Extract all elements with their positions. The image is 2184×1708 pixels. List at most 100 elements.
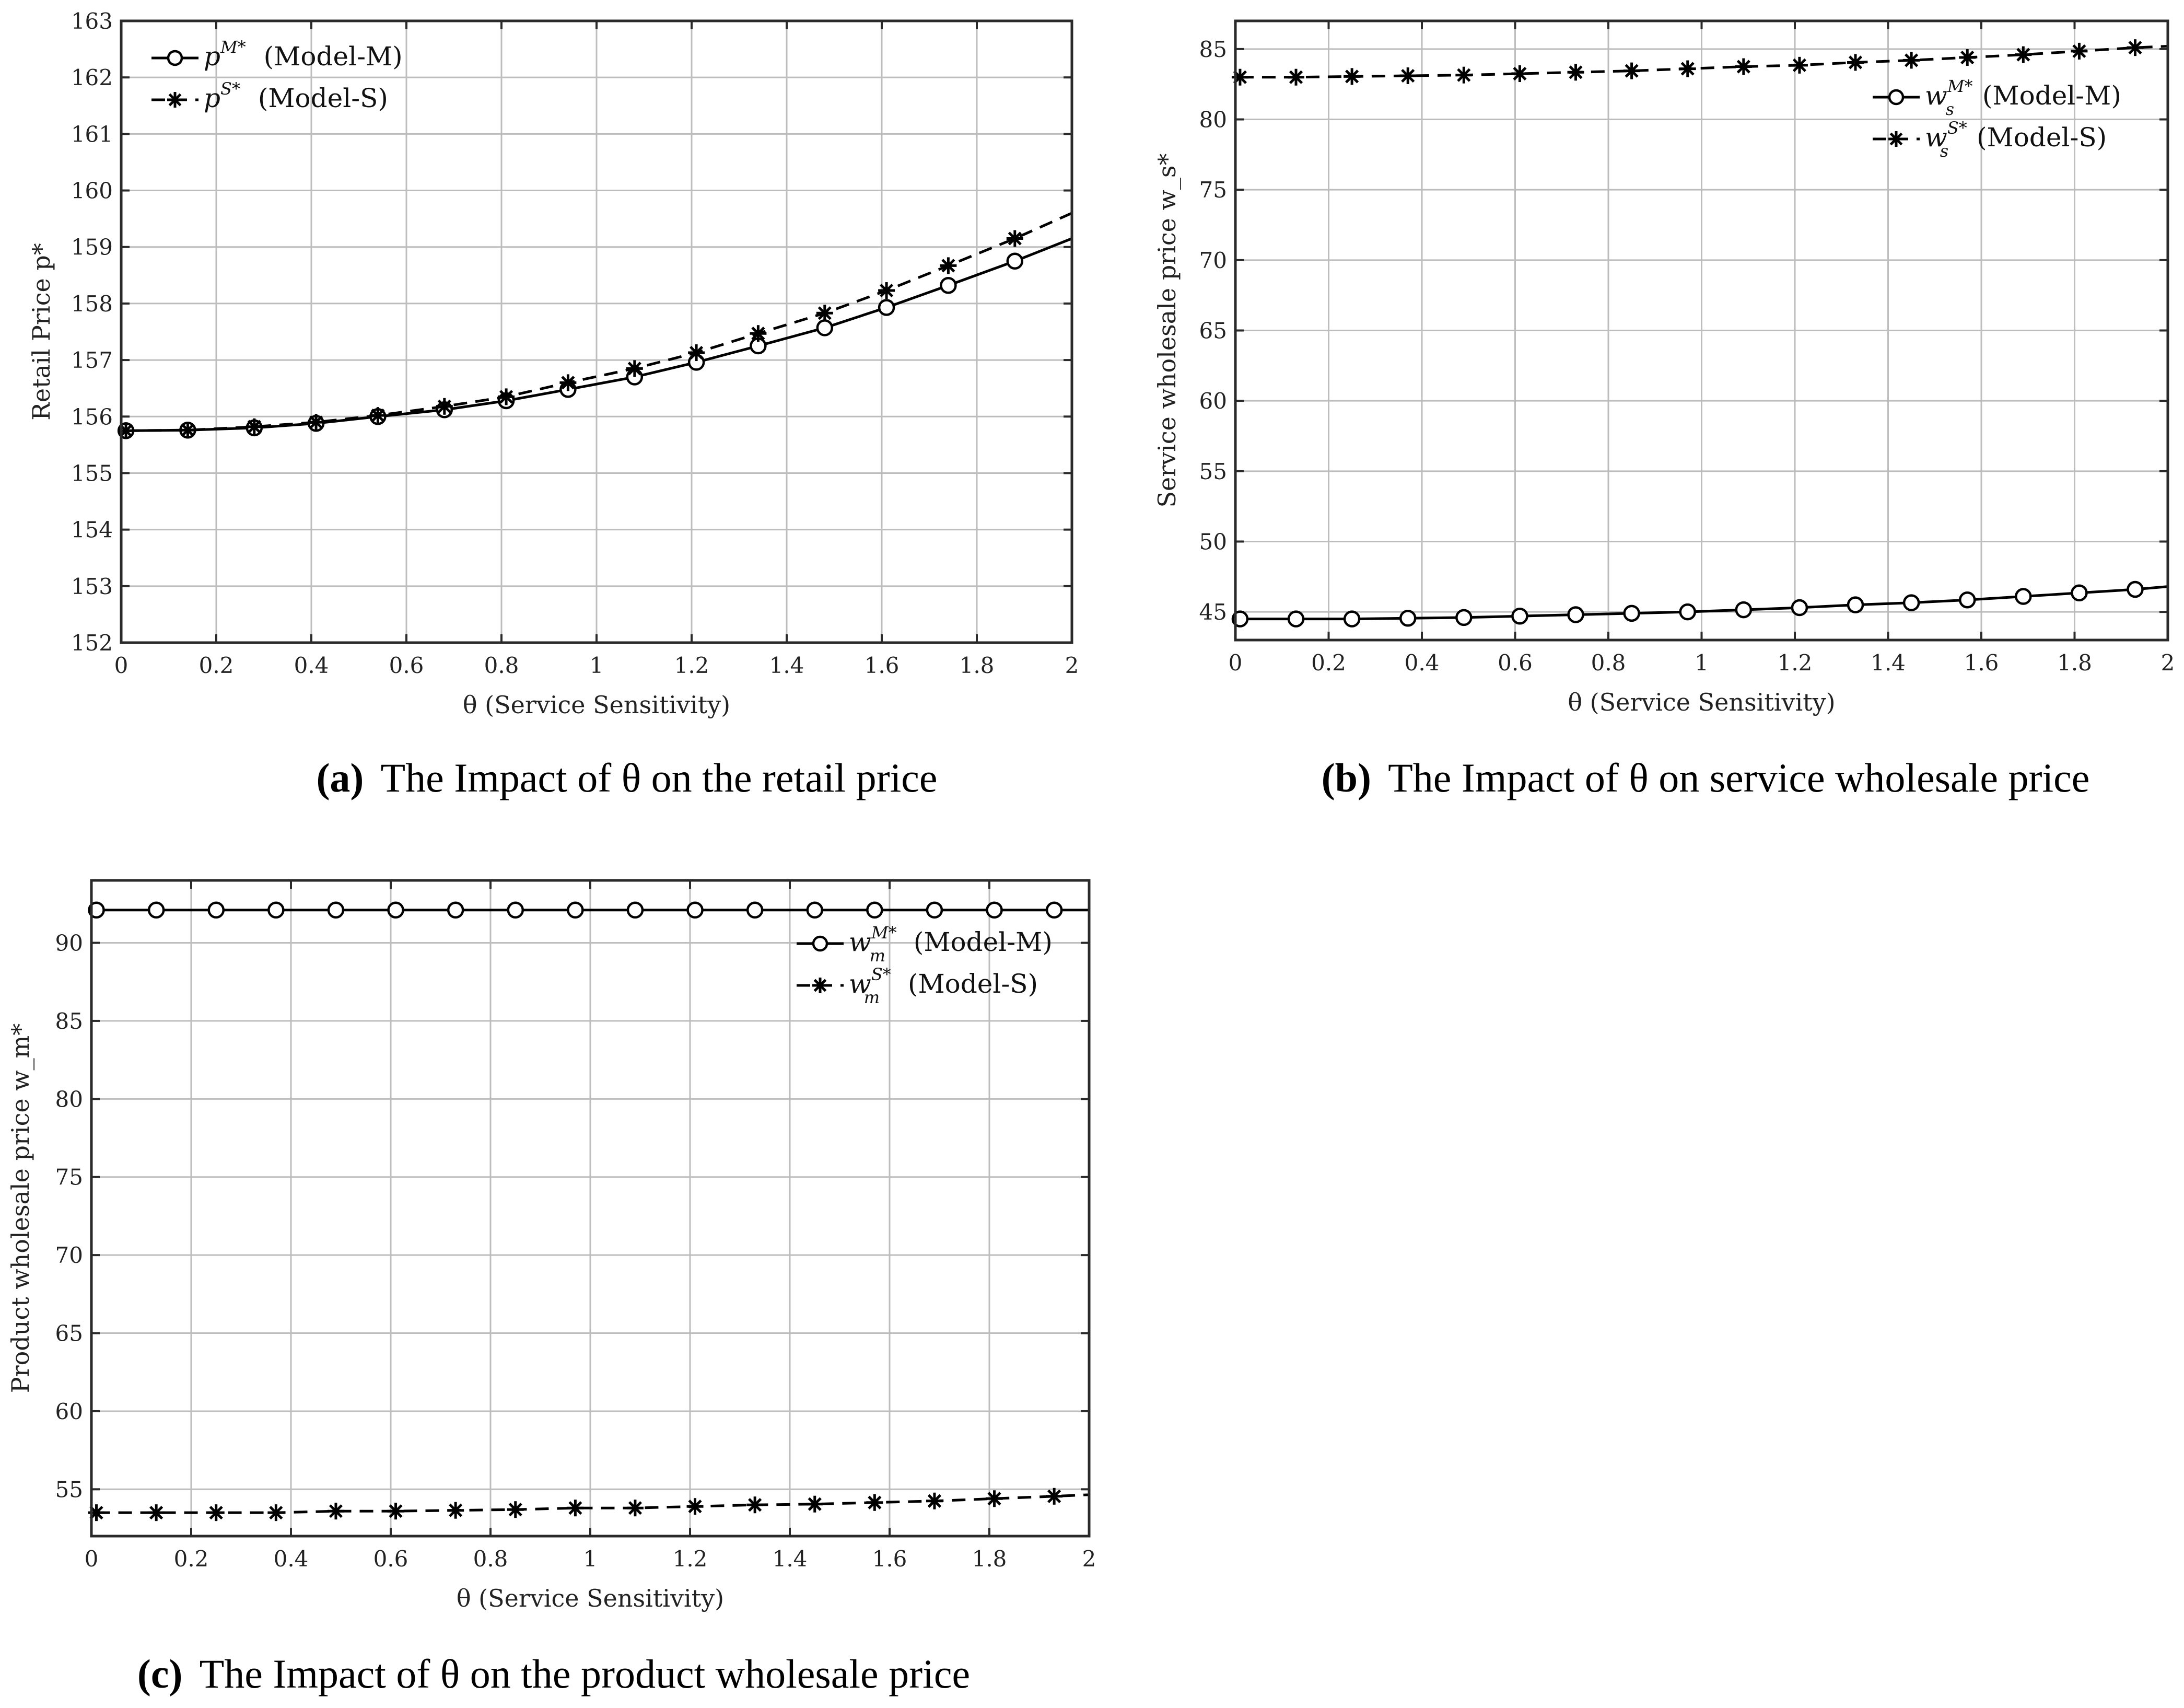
x-tick-label: 1.4 bbox=[1871, 650, 1906, 676]
x-tick-label: 1.6 bbox=[865, 653, 900, 678]
series-model-s bbox=[1231, 39, 2168, 86]
star-marker-icon bbox=[567, 1500, 584, 1517]
x-tick-label: 0.4 bbox=[274, 1546, 309, 1572]
x-tick-label: 0.8 bbox=[1591, 650, 1626, 676]
circle-marker-icon bbox=[1006, 252, 1024, 270]
x-tick-label: 0.4 bbox=[294, 653, 329, 678]
y-tick-label: 162 bbox=[71, 65, 113, 90]
x-tick-label: 1.8 bbox=[960, 653, 995, 678]
x-tick-label: 2 bbox=[1065, 653, 1079, 678]
star-marker-icon bbox=[816, 305, 833, 322]
legend-star-icon bbox=[812, 978, 828, 993]
y-tick-label: 85 bbox=[55, 1008, 83, 1034]
x-axis-label: θ (Service Sensitivity) bbox=[1568, 688, 1835, 716]
y-tick-label: 152 bbox=[71, 630, 113, 656]
star-marker-icon bbox=[1511, 65, 1528, 82]
y-axis-ticks: 45 50 55 60 65 70 75 80 85 bbox=[1199, 37, 2168, 625]
star-marker-icon bbox=[267, 1504, 285, 1521]
x-tick-label: 0.4 bbox=[1405, 650, 1440, 676]
legend-item: wM* s (Model-M) bbox=[1873, 76, 2121, 119]
circle-marker-icon bbox=[2071, 584, 2088, 602]
circle-marker-icon bbox=[2127, 580, 2144, 598]
x-tick-label: 1.8 bbox=[972, 1546, 1007, 1572]
legend-circle-icon bbox=[812, 935, 828, 952]
star-marker-icon bbox=[1567, 64, 1584, 81]
x-tick-label: 1.2 bbox=[673, 1546, 708, 1572]
star-marker-icon bbox=[866, 1494, 883, 1511]
y-axis-ticks: 152 153 154 155 156 157 158 159 160 161 162 163 bbox=[71, 8, 1072, 656]
x-tick-label: 1 bbox=[1695, 650, 1709, 676]
circle-marker-icon bbox=[1567, 606, 1584, 623]
y-axis-label: Service wholesale price w_s* bbox=[1153, 154, 1181, 508]
plot-frame bbox=[90, 879, 1091, 1538]
legend-label: wS* m (Model-S) bbox=[849, 965, 1038, 1007]
star-marker-icon bbox=[750, 325, 767, 342]
star-marker-icon bbox=[688, 344, 705, 362]
circle-marker-icon bbox=[746, 901, 764, 919]
circle-marker-icon bbox=[2015, 588, 2032, 605]
y-tick-label: 60 bbox=[1199, 388, 1227, 414]
star-marker-icon bbox=[686, 1498, 704, 1515]
circle-marker-icon bbox=[1511, 607, 1528, 625]
y-tick-label: 159 bbox=[71, 235, 113, 260]
star-marker-icon bbox=[2015, 46, 2032, 63]
series-model-m bbox=[117, 237, 1072, 439]
x-tick-label: 2 bbox=[1082, 1546, 1096, 1572]
x-axis-ticks: 0 0.2 0.4 0.6 0.8 1 1.2 1.4 1.6 1.8 2 bbox=[1229, 21, 2175, 676]
circle-marker-icon bbox=[1847, 596, 1864, 613]
circle-marker-icon bbox=[1399, 610, 1417, 627]
star-marker-icon bbox=[559, 374, 577, 391]
star-marker-icon bbox=[878, 282, 895, 299]
legend: wM* s (Model-M)wS* s (Model-S) bbox=[1873, 76, 2121, 161]
circle-marker-icon bbox=[878, 299, 895, 316]
circle-marker-icon bbox=[686, 901, 704, 919]
legend-item: wS* s (Model-S) bbox=[1873, 118, 2107, 161]
star-marker-icon bbox=[1288, 68, 1305, 86]
y-tick-label: 155 bbox=[71, 460, 113, 486]
x-axis-label: θ (Service Sensitivity) bbox=[457, 1584, 724, 1612]
circle-marker-icon bbox=[207, 901, 225, 919]
star-marker-icon bbox=[746, 1496, 764, 1514]
x-axis-ticks: 0 0.2 0.4 0.6 0.8 1 1.2 1.4 1.6 1.8 2 bbox=[85, 880, 1096, 1572]
legend-label: pM* (Model-M) bbox=[204, 37, 403, 72]
star-marker-icon bbox=[387, 1503, 404, 1520]
star-marker-icon bbox=[447, 1502, 464, 1519]
star-marker-icon bbox=[986, 1490, 1003, 1507]
circle-marker-icon bbox=[447, 901, 464, 919]
legend-star-icon bbox=[167, 92, 183, 108]
x-tick-label: 0.8 bbox=[484, 653, 519, 678]
star-marker-icon bbox=[1791, 56, 1808, 74]
star-marker-icon bbox=[179, 422, 196, 439]
caption-b: (b) The Impact of θ on service wholesale… bbox=[1322, 755, 2090, 800]
x-tick-label: 0.2 bbox=[199, 653, 234, 678]
y-tick-label: 75 bbox=[55, 1165, 83, 1190]
circle-marker-icon bbox=[507, 901, 524, 919]
circle-marker-icon bbox=[327, 901, 345, 919]
legend: pM* (Model-M) pS* (Model-S) bbox=[151, 37, 403, 113]
x-tick-label: 0.2 bbox=[1311, 650, 1346, 676]
y-tick-label: 70 bbox=[55, 1242, 83, 1268]
y-tick-label: 60 bbox=[55, 1399, 83, 1424]
gridlines bbox=[120, 20, 1073, 644]
star-marker-icon bbox=[926, 1492, 943, 1509]
legend-label: wM* m (Model-M) bbox=[849, 923, 1053, 966]
y-tick-label: 80 bbox=[55, 1086, 83, 1112]
x-tick-label: 1.4 bbox=[773, 1546, 808, 1572]
circle-marker-icon bbox=[1455, 609, 1473, 626]
x-tick-label: 0.2 bbox=[174, 1546, 209, 1572]
x-tick-label: 1.2 bbox=[674, 653, 709, 678]
x-tick-label: 1.6 bbox=[1964, 650, 1999, 676]
star-marker-icon bbox=[1046, 1488, 1063, 1505]
star-marker-icon bbox=[207, 1504, 225, 1521]
star-marker-icon bbox=[436, 398, 453, 415]
y-tick-label: 90 bbox=[55, 931, 83, 956]
circle-marker-icon bbox=[567, 901, 584, 919]
legend-circle-icon bbox=[167, 50, 183, 66]
legend-star-icon bbox=[1888, 131, 1904, 147]
star-marker-icon bbox=[246, 418, 263, 435]
legend: wM* m (Model-M)wS* m (Model-S) bbox=[797, 923, 1053, 1007]
x-tick-label: 1.6 bbox=[872, 1546, 907, 1572]
circle-marker-icon bbox=[940, 277, 957, 294]
y-tick-label: 153 bbox=[71, 574, 113, 599]
